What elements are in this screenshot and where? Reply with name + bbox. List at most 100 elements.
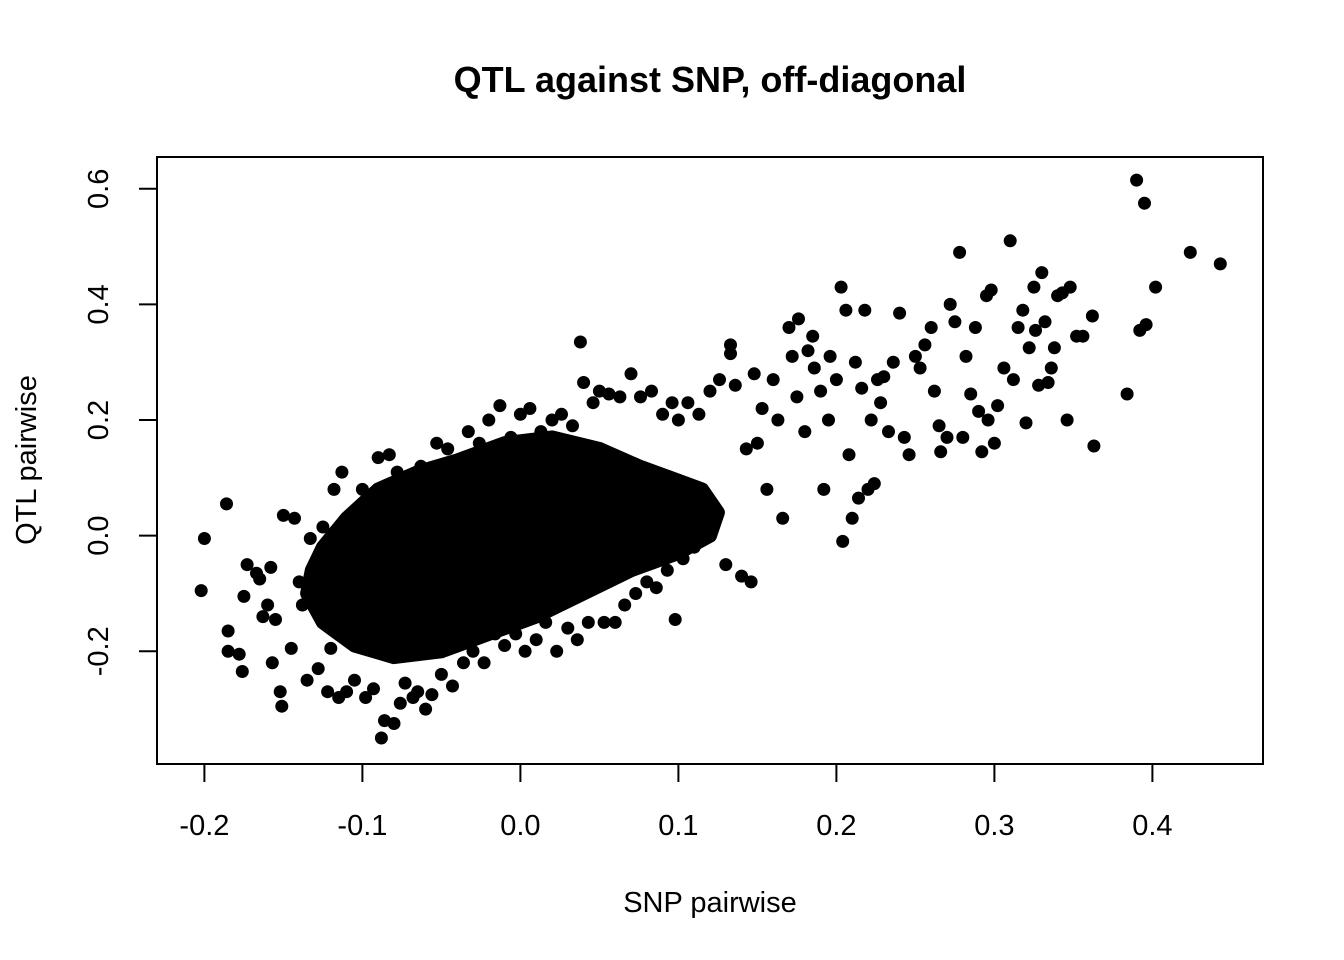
data-point bbox=[523, 402, 537, 415]
x-tick-label: 0.0 bbox=[500, 810, 540, 842]
data-point bbox=[1120, 387, 1134, 401]
data-point bbox=[477, 656, 491, 670]
data-point bbox=[539, 615, 553, 629]
data-point bbox=[665, 396, 679, 410]
data-point bbox=[359, 691, 373, 704]
x-tick-label: 0.3 bbox=[974, 810, 1014, 842]
data-point bbox=[864, 413, 878, 427]
data-point bbox=[645, 384, 658, 398]
x-axis: -0.2 -0.1 0.0 0.1 0.2 0.3 0.4 bbox=[179, 763, 1173, 842]
data-point bbox=[858, 303, 872, 317]
data-point bbox=[232, 647, 246, 661]
data-point bbox=[457, 656, 470, 670]
data-point bbox=[814, 384, 828, 398]
data-point bbox=[482, 413, 496, 427]
data-point bbox=[550, 644, 564, 658]
data-point bbox=[276, 508, 290, 522]
data-point bbox=[918, 338, 932, 352]
data-point bbox=[755, 402, 769, 415]
data-point bbox=[649, 581, 663, 595]
data-point bbox=[237, 589, 251, 603]
data-point bbox=[613, 390, 627, 404]
data-point bbox=[997, 361, 1011, 375]
data-point bbox=[327, 482, 341, 496]
data-point bbox=[719, 558, 733, 572]
data-point bbox=[504, 430, 518, 444]
x-axis-label: SNP pairwise bbox=[623, 887, 797, 919]
data-point bbox=[390, 465, 404, 479]
data-point bbox=[972, 404, 986, 418]
data-point bbox=[948, 315, 962, 329]
data-point bbox=[618, 598, 632, 612]
data-point bbox=[493, 399, 507, 413]
data-point bbox=[1044, 361, 1058, 375]
data-point bbox=[807, 361, 821, 375]
data-point bbox=[308, 563, 322, 577]
data-point bbox=[964, 387, 978, 401]
data-point bbox=[403, 477, 417, 491]
data-point bbox=[316, 520, 330, 534]
data-point bbox=[656, 407, 670, 421]
data-point bbox=[608, 615, 622, 629]
data-point bbox=[513, 407, 527, 421]
data-point bbox=[529, 633, 543, 647]
chart-title: QTL against SNP, off-diagonal bbox=[454, 59, 967, 100]
data-point bbox=[692, 407, 706, 421]
data-point bbox=[371, 451, 385, 465]
data-point bbox=[877, 370, 891, 384]
data-point bbox=[1139, 318, 1153, 332]
data-point bbox=[387, 717, 401, 730]
data-point bbox=[822, 413, 835, 427]
data-point bbox=[1085, 309, 1099, 323]
data-point bbox=[953, 245, 967, 259]
data-point bbox=[509, 627, 523, 641]
data-point bbox=[466, 644, 480, 658]
data-point bbox=[570, 633, 584, 647]
data-point bbox=[713, 373, 726, 387]
data-point bbox=[634, 390, 647, 404]
data-point bbox=[425, 688, 439, 702]
data-point bbox=[867, 477, 881, 491]
data-point bbox=[1016, 303, 1030, 317]
data-point bbox=[434, 667, 448, 681]
data-point bbox=[991, 399, 1005, 413]
data-point bbox=[823, 349, 837, 363]
data-point bbox=[932, 419, 946, 433]
data-point bbox=[697, 517, 711, 531]
data-point bbox=[852, 491, 865, 505]
x-tick-label: 0.1 bbox=[658, 810, 698, 842]
data-points-layer bbox=[194, 173, 1227, 745]
y-tick-label: -0.2 bbox=[83, 626, 115, 676]
data-point bbox=[340, 685, 354, 699]
data-point bbox=[874, 396, 888, 410]
data-point bbox=[956, 430, 970, 444]
y-tick-label: 0.6 bbox=[83, 169, 115, 209]
data-point bbox=[790, 390, 804, 404]
data-point bbox=[1087, 439, 1101, 453]
data-point bbox=[555, 407, 568, 421]
data-point bbox=[311, 662, 325, 676]
data-point bbox=[586, 396, 600, 410]
data-point bbox=[640, 575, 654, 589]
data-point bbox=[981, 413, 995, 427]
data-point bbox=[1138, 196, 1151, 210]
data-point bbox=[221, 624, 235, 638]
data-point bbox=[261, 598, 275, 612]
data-point bbox=[488, 627, 502, 641]
data-point bbox=[1019, 416, 1033, 430]
data-point bbox=[829, 373, 843, 387]
data-point bbox=[450, 454, 464, 467]
data-point bbox=[265, 656, 279, 670]
data-point bbox=[798, 425, 812, 439]
data-point bbox=[703, 384, 717, 398]
data-point bbox=[902, 448, 916, 462]
data-point bbox=[581, 615, 595, 629]
data-point bbox=[836, 534, 850, 548]
data-point bbox=[1041, 376, 1055, 389]
data-point bbox=[367, 682, 380, 696]
data-point bbox=[414, 459, 428, 473]
data-point bbox=[518, 644, 532, 658]
data-point bbox=[566, 419, 579, 433]
data-point bbox=[577, 376, 591, 389]
data-point bbox=[197, 532, 211, 545]
